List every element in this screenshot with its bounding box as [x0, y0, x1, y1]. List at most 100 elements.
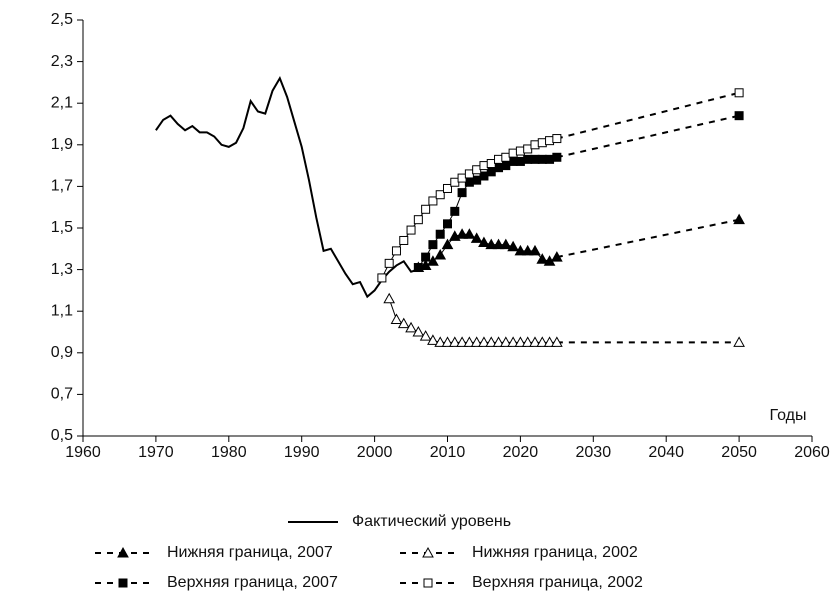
marker [428, 240, 438, 250]
marker [733, 213, 745, 225]
marker [478, 336, 490, 347]
marker [470, 336, 483, 347]
marker [118, 578, 128, 588]
marker [457, 188, 467, 198]
marker [551, 251, 563, 262]
marker [529, 336, 541, 347]
projection-line [556, 218, 740, 259]
projection-line [556, 114, 740, 159]
y-tick-label: 2,3 [51, 53, 73, 70]
y-tick-label: 0,5 [51, 427, 73, 444]
marker [419, 330, 432, 341]
marker [399, 235, 409, 245]
marker [514, 336, 527, 347]
marker [441, 336, 454, 347]
y-tick-label: 2,1 [51, 94, 73, 111]
marker [734, 88, 744, 98]
marker [384, 258, 394, 268]
marker [450, 206, 460, 216]
marker [422, 546, 434, 558]
marker [551, 336, 563, 347]
legend-label: Верхняя граница, 2002 [472, 574, 643, 591]
marker [377, 273, 387, 283]
marker [478, 236, 490, 248]
marker [470, 232, 483, 243]
marker [529, 244, 541, 256]
y-tick-label: 1,9 [51, 136, 73, 153]
marker [434, 336, 447, 347]
marker [456, 336, 468, 347]
marker [391, 246, 401, 256]
marker [427, 334, 439, 345]
y-tick-label: 2,5 [51, 11, 73, 28]
marker [514, 244, 527, 256]
x-tick-label: 2050 [721, 444, 757, 461]
marker [443, 183, 452, 193]
legend-label: Нижняя граница, 2007 [167, 544, 333, 561]
x-tick-label: 2000 [357, 444, 393, 461]
marker [448, 336, 461, 347]
y-tick-label: 1,3 [51, 261, 73, 278]
y-tick-label: 0,9 [51, 344, 73, 361]
series-line [155, 75, 419, 299]
marker [405, 321, 417, 333]
marker [733, 336, 745, 347]
marker [413, 215, 423, 225]
marker [383, 292, 396, 304]
marker [485, 336, 498, 347]
marker [463, 336, 476, 347]
marker [428, 196, 438, 206]
marker [536, 336, 549, 347]
marker [521, 336, 534, 347]
marker [507, 240, 519, 252]
y-tick-label: 1,1 [51, 302, 73, 319]
marker [434, 249, 447, 260]
marker [441, 238, 454, 250]
y-tick-label: 1,5 [51, 219, 73, 236]
marker [413, 263, 423, 273]
marker [499, 336, 512, 347]
marker [421, 204, 431, 214]
marker [443, 219, 452, 229]
legend-label: Нижняя граница, 2002 [472, 544, 638, 561]
marker [456, 228, 468, 239]
marker [536, 253, 549, 264]
marker [485, 238, 498, 250]
marker [421, 252, 431, 262]
marker [117, 546, 129, 558]
x-axis-label: Годы [770, 407, 807, 424]
marker [412, 325, 425, 337]
marker [543, 336, 556, 347]
marker [521, 244, 534, 256]
marker [499, 238, 512, 250]
x-tick-label: 1990 [284, 444, 320, 461]
x-tick-label: 1970 [138, 444, 174, 461]
legend-label: Фактический уровень [352, 513, 511, 530]
marker [552, 152, 562, 162]
marker [507, 336, 519, 347]
marker [390, 313, 403, 325]
marker [463, 228, 476, 239]
legend-label: Верхняя граница, 2007 [167, 574, 338, 591]
x-tick-label: 1960 [65, 444, 101, 461]
marker [406, 225, 416, 235]
marker [423, 578, 433, 588]
y-tick-label: 1,7 [51, 178, 73, 195]
x-tick-label: 2020 [503, 444, 539, 461]
marker [492, 238, 505, 250]
marker [435, 229, 445, 239]
x-tick-label: 1980 [211, 444, 247, 461]
y-tick-label: 0,7 [51, 386, 73, 403]
marker [734, 111, 744, 121]
x-tick-label: 2030 [576, 444, 612, 461]
marker [435, 190, 445, 200]
x-tick-label: 2010 [430, 444, 466, 461]
projection-line [556, 91, 740, 140]
marker [492, 336, 505, 347]
x-tick-label: 2060 [794, 444, 830, 461]
x-tick-label: 2040 [648, 444, 684, 461]
marker [427, 255, 439, 266]
marker [552, 134, 562, 144]
marker [397, 317, 410, 329]
